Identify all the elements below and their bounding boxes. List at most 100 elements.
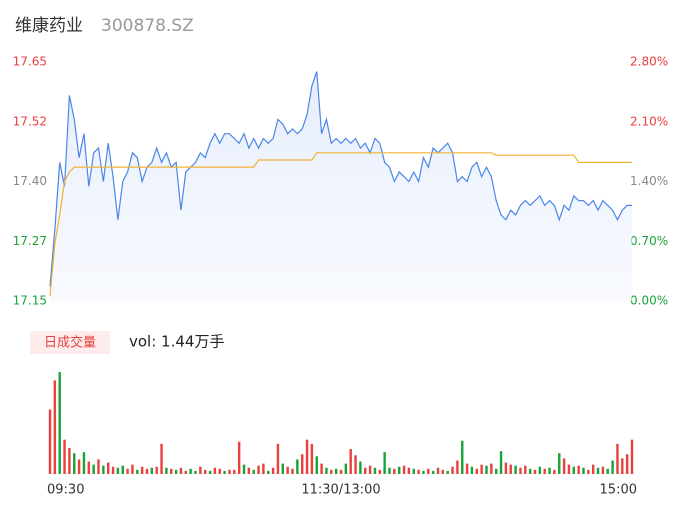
volume-bar xyxy=(480,464,483,474)
volume-bar xyxy=(126,468,129,474)
volume-bar xyxy=(63,439,66,474)
y-tick-label: 17.52 xyxy=(13,114,47,128)
volume-bar xyxy=(548,467,551,474)
volume-bar xyxy=(228,469,231,474)
volume-bar xyxy=(514,465,517,474)
volume-bar xyxy=(388,467,391,474)
volume-bar xyxy=(596,467,600,474)
volume-bar xyxy=(257,465,260,474)
y-tick-label: 17.40 xyxy=(13,174,47,188)
volume-bar xyxy=(354,455,357,474)
volume-bar xyxy=(591,464,595,474)
volume-bar xyxy=(218,468,221,474)
volume-bar xyxy=(170,468,173,474)
volume-bar xyxy=(281,463,285,474)
volume-bar xyxy=(446,470,449,474)
volume-bar xyxy=(315,456,318,474)
volume-bar xyxy=(223,470,226,474)
volume-bar xyxy=(111,466,115,474)
volume-bar xyxy=(407,467,411,474)
y2-tick-label: 0.70% xyxy=(630,234,668,248)
y-tick-label: 17.65 xyxy=(13,55,47,69)
volume-bar xyxy=(213,467,217,474)
volume-bar xyxy=(621,458,624,474)
volume-tab[interactable] xyxy=(30,331,110,354)
volume-bar xyxy=(504,462,508,474)
volume-bar xyxy=(155,466,158,474)
volume-bar xyxy=(402,465,406,474)
volume-bar xyxy=(393,468,396,474)
volume-bar xyxy=(247,467,251,474)
volume-bar xyxy=(237,441,241,474)
volume-bar xyxy=(150,467,154,474)
volume-bar xyxy=(373,467,377,474)
volume-bar xyxy=(461,440,464,474)
volume-bar xyxy=(485,465,488,474)
volume-bar xyxy=(470,466,474,474)
volume-bar xyxy=(131,464,134,474)
volume-bar xyxy=(121,465,124,474)
volume-bar xyxy=(320,463,323,474)
volume-bar xyxy=(359,461,362,474)
volume-bar xyxy=(53,380,57,474)
volume-bar xyxy=(184,470,188,474)
volume-bar xyxy=(300,454,304,474)
volume-bar xyxy=(310,443,314,474)
volume-bar xyxy=(601,466,605,474)
volume-bar xyxy=(553,469,556,474)
volume-bar xyxy=(412,468,415,474)
volume-bar xyxy=(587,469,590,474)
volume-bar xyxy=(533,469,537,474)
volume-bar xyxy=(427,468,430,474)
volume-bar xyxy=(242,464,246,474)
volume-bar xyxy=(616,443,619,474)
volume-bar xyxy=(567,464,571,474)
volume-bar xyxy=(199,466,202,474)
volume-bar xyxy=(179,467,183,474)
volume-bar xyxy=(364,467,367,474)
volume-bar xyxy=(397,466,401,474)
volume-bar xyxy=(194,470,197,474)
volume-bar xyxy=(422,470,425,474)
volume-bar xyxy=(276,443,280,474)
volume-bar xyxy=(174,469,178,474)
volume-bar xyxy=(606,468,609,474)
volume-bar xyxy=(233,469,236,474)
volume-bar xyxy=(431,470,435,474)
volume-bar xyxy=(436,467,440,474)
volume-bar xyxy=(73,453,76,474)
y2-tick-label: 2.10% xyxy=(630,114,668,128)
volume-bar xyxy=(97,459,100,474)
volume-bar xyxy=(562,458,566,474)
volume-bar xyxy=(339,469,343,474)
y-tick-label: 17.27 xyxy=(13,234,47,248)
volume-bar xyxy=(538,466,542,474)
volume-bar xyxy=(558,453,561,474)
x-tick-label: 11:30/13:00 xyxy=(301,483,380,498)
volume-bar xyxy=(344,463,348,474)
price-area xyxy=(50,71,632,301)
stock-code: 300878.SZ xyxy=(101,16,194,36)
volume-bar xyxy=(68,448,71,474)
volume-bar xyxy=(499,451,503,474)
volume-bar xyxy=(87,461,91,474)
volume-bar xyxy=(625,454,629,474)
volume-bar xyxy=(378,469,382,474)
volume-bar xyxy=(305,439,309,474)
volume-bar xyxy=(494,468,498,474)
volume-bar xyxy=(116,467,120,474)
volume-bar xyxy=(140,466,144,474)
volume-bar xyxy=(271,467,275,474)
volume-bar xyxy=(630,439,634,474)
volume-bar xyxy=(203,469,207,474)
volume-bar xyxy=(509,464,512,474)
volume-tab-label[interactable]: 日成交量 xyxy=(44,335,96,351)
volume-bar xyxy=(349,449,352,474)
volume-bar xyxy=(296,459,299,474)
volume-bar xyxy=(465,463,469,474)
volume-bar xyxy=(145,468,149,474)
volume-bar xyxy=(252,469,255,474)
x-tick-label: 15:00 xyxy=(600,483,637,498)
volume-bar xyxy=(189,468,192,474)
